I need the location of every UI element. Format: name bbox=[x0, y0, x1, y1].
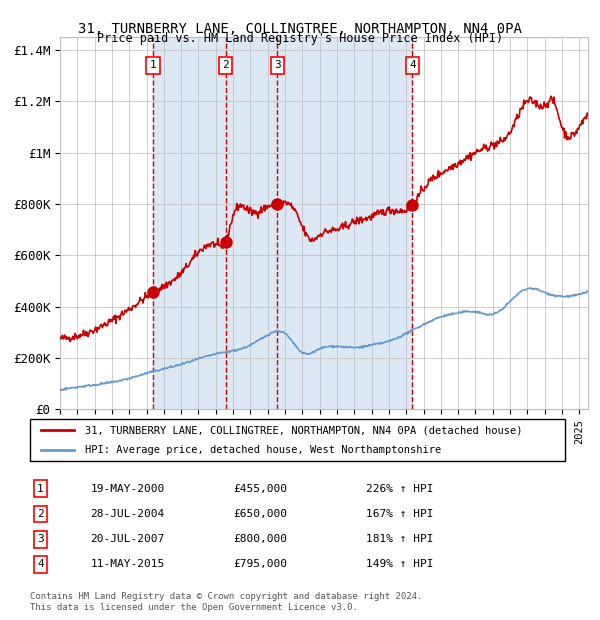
Text: 167% ↑ HPI: 167% ↑ HPI bbox=[366, 509, 434, 519]
Text: 28-JUL-2004: 28-JUL-2004 bbox=[90, 509, 164, 519]
FancyBboxPatch shape bbox=[29, 419, 565, 461]
Text: 2: 2 bbox=[37, 509, 44, 519]
Text: £455,000: £455,000 bbox=[234, 484, 288, 494]
Text: Price paid vs. HM Land Registry's House Price Index (HPI): Price paid vs. HM Land Registry's House … bbox=[97, 32, 503, 45]
Text: HPI: Average price, detached house, West Northamptonshire: HPI: Average price, detached house, West… bbox=[85, 445, 441, 455]
Text: 11-MAY-2015: 11-MAY-2015 bbox=[90, 559, 164, 569]
Text: 181% ↑ HPI: 181% ↑ HPI bbox=[366, 534, 434, 544]
Text: £795,000: £795,000 bbox=[234, 559, 288, 569]
Text: 3: 3 bbox=[37, 534, 44, 544]
Text: 3: 3 bbox=[274, 60, 281, 71]
Text: £650,000: £650,000 bbox=[234, 509, 288, 519]
Text: 1: 1 bbox=[150, 60, 157, 71]
Text: 31, TURNBERRY LANE, COLLINGTREE, NORTHAMPTON, NN4 0PA (detached house): 31, TURNBERRY LANE, COLLINGTREE, NORTHAM… bbox=[85, 425, 522, 435]
Text: 31, TURNBERRY LANE, COLLINGTREE, NORTHAMPTON, NN4 0PA: 31, TURNBERRY LANE, COLLINGTREE, NORTHAM… bbox=[78, 22, 522, 36]
Bar bbox=[226, 37, 277, 409]
Text: 226% ↑ HPI: 226% ↑ HPI bbox=[366, 484, 434, 494]
Text: 20-JUL-2007: 20-JUL-2007 bbox=[90, 534, 164, 544]
Text: £800,000: £800,000 bbox=[234, 534, 288, 544]
Text: 149% ↑ HPI: 149% ↑ HPI bbox=[366, 559, 434, 569]
Text: Contains HM Land Registry data © Crown copyright and database right 2024.
This d: Contains HM Land Registry data © Crown c… bbox=[30, 592, 422, 611]
Text: 19-MAY-2000: 19-MAY-2000 bbox=[90, 484, 164, 494]
Text: 4: 4 bbox=[37, 559, 44, 569]
Bar bbox=[153, 37, 226, 409]
Text: 4: 4 bbox=[409, 60, 416, 71]
Text: 2: 2 bbox=[222, 60, 229, 71]
Text: 1: 1 bbox=[37, 484, 44, 494]
Bar bbox=[277, 37, 412, 409]
